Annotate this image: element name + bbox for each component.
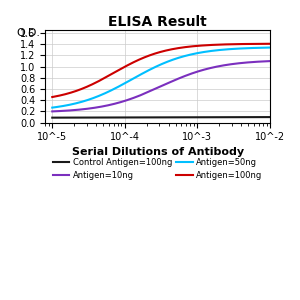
X-axis label: Serial Dilutions of Antibody: Serial Dilutions of Antibody [71, 147, 244, 157]
Legend: Control Antigen=100ng, Antigen=10ng, Antigen=50ng, Antigen=100ng: Control Antigen=100ng, Antigen=10ng, Ant… [50, 154, 266, 184]
Title: ELISA Result: ELISA Result [108, 15, 207, 29]
Text: O.D.: O.D. [16, 28, 40, 38]
